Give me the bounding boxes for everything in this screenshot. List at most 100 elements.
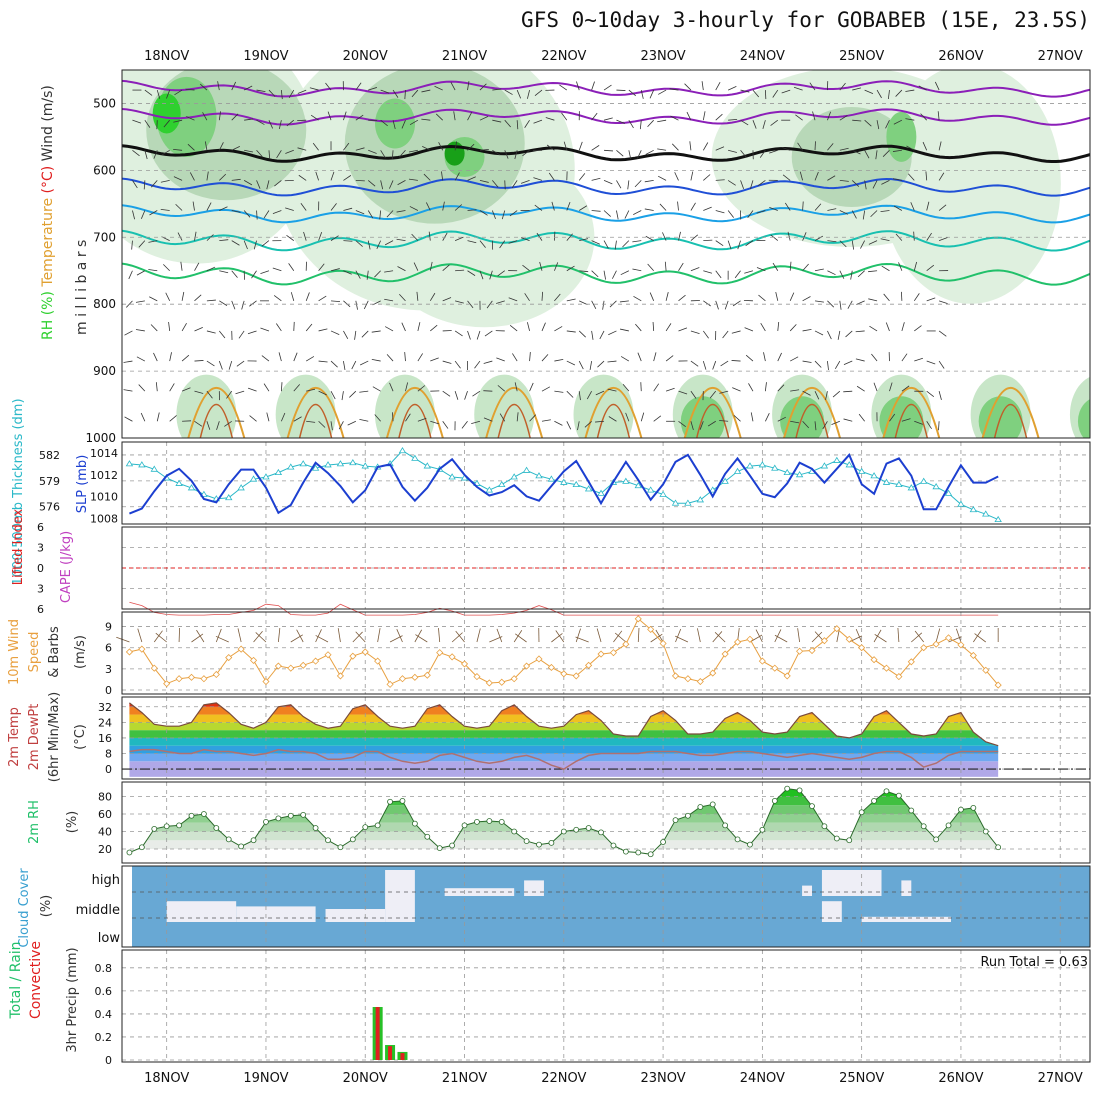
slp-series-point [274, 468, 283, 476]
wind-barb [862, 210, 866, 220]
slp-series-point [262, 473, 270, 480]
wind-speed-series-point [932, 640, 940, 648]
surface-barb [137, 628, 143, 643]
wind-barb [901, 322, 905, 332]
wind-barb [772, 89, 779, 98]
wind-barb [657, 148, 667, 151]
rh-series-point [610, 842, 617, 849]
wind-barb [938, 421, 940, 431]
surface-barb [575, 628, 581, 643]
slp-series-point [820, 462, 829, 469]
wind-barb [288, 89, 295, 98]
surface-barb [655, 629, 664, 643]
ua-ytick: 500 [93, 96, 116, 110]
wind-barb [790, 356, 799, 362]
wind-barb [781, 146, 791, 151]
wind-barb [397, 266, 406, 272]
ua-ylabel-part: (°C) [40, 161, 56, 193]
rh-ylabel-units: (%) [65, 811, 80, 834]
rh-tick: 20 [98, 843, 112, 856]
wind-barb [148, 269, 158, 272]
wind-barb [169, 415, 177, 422]
rh-series-point [498, 818, 505, 825]
wind-barb [305, 323, 313, 332]
wind-barb [243, 180, 253, 186]
wind-barb [236, 360, 245, 367]
wind-barb [647, 263, 654, 271]
wind-barb [926, 390, 935, 398]
rh-series-point [635, 849, 642, 856]
rh-series-point [982, 828, 989, 835]
rh-series-point [138, 844, 145, 851]
wind-barb [814, 300, 824, 303]
panel-frame-ua [121, 69, 1091, 439]
precip-tick: 0 [105, 1054, 112, 1067]
temp-ylabel-units-text: (°C) [73, 724, 88, 750]
slp-series-point [237, 484, 245, 491]
date-label-bottom: 25NOV [839, 1071, 884, 1086]
wind-barb [734, 270, 741, 279]
wind-barb [206, 266, 216, 272]
wind-barb [576, 81, 580, 91]
wind-barb [404, 90, 406, 100]
wind-barb [647, 119, 654, 128]
cloud-ylabel-text: Cloud Cover [17, 868, 32, 948]
wind-barb [280, 90, 283, 100]
temp-series-line [129, 702, 999, 747]
rh-band [129, 831, 999, 841]
wind-barb [880, 238, 890, 242]
wind-barb [628, 89, 637, 97]
wind-barb [461, 421, 468, 429]
slp-series-point [150, 465, 158, 472]
wind-barb [189, 172, 195, 181]
wind-barb [534, 204, 543, 211]
panel-frame-rh [121, 781, 1091, 864]
rh-series-point [833, 835, 840, 842]
wind-barb [603, 270, 606, 280]
wind-barb [206, 421, 211, 430]
rh-series-point [759, 826, 766, 833]
rh-ylabel: 2m RH [27, 800, 42, 844]
wind-barb [715, 300, 719, 310]
rh-series-point [784, 785, 791, 792]
run-total-label: Run Total = 0.63 [980, 955, 1088, 970]
wind-barb [124, 330, 133, 336]
wind-barb [639, 120, 642, 130]
wind-barb [715, 270, 722, 279]
surface-barb [697, 628, 701, 643]
wind-barb [206, 390, 213, 399]
wind-speed-series-point [647, 625, 655, 633]
temp-ylabel-units: (°C) [73, 724, 88, 750]
wind-barb [887, 90, 890, 100]
wind-barb [218, 142, 224, 151]
wind-barb [625, 412, 630, 422]
wind-speed-series-point [920, 644, 928, 652]
wind-speed-series-point [733, 638, 742, 646]
wind-barb [893, 205, 903, 211]
wind-barb [546, 144, 555, 151]
wind-barb [843, 390, 853, 393]
wind-barb [226, 390, 233, 399]
wind-barb [173, 176, 183, 181]
cloud-patch [325, 909, 386, 922]
wind-barb [591, 210, 601, 212]
wind-barb [702, 360, 707, 370]
wind-barb [545, 117, 555, 121]
wind-barb [814, 390, 820, 400]
wind-barb [479, 116, 489, 121]
wind-barb [467, 112, 473, 121]
wind-barb [256, 150, 263, 158]
surface-barb [855, 628, 863, 643]
wind-barb [744, 270, 754, 274]
wind-barb [644, 180, 654, 183]
wind-barb [318, 295, 327, 302]
wind-barb [318, 263, 325, 271]
wind-barb [454, 360, 461, 369]
ua-ylabel2: m i l l i b a r s [74, 240, 90, 335]
wind-barb [678, 420, 686, 428]
rh-shade [375, 98, 416, 149]
wind-barb [231, 270, 238, 278]
wind-speed-series-point [721, 650, 729, 658]
wind-barb [355, 270, 361, 279]
wind-barb [889, 382, 893, 392]
